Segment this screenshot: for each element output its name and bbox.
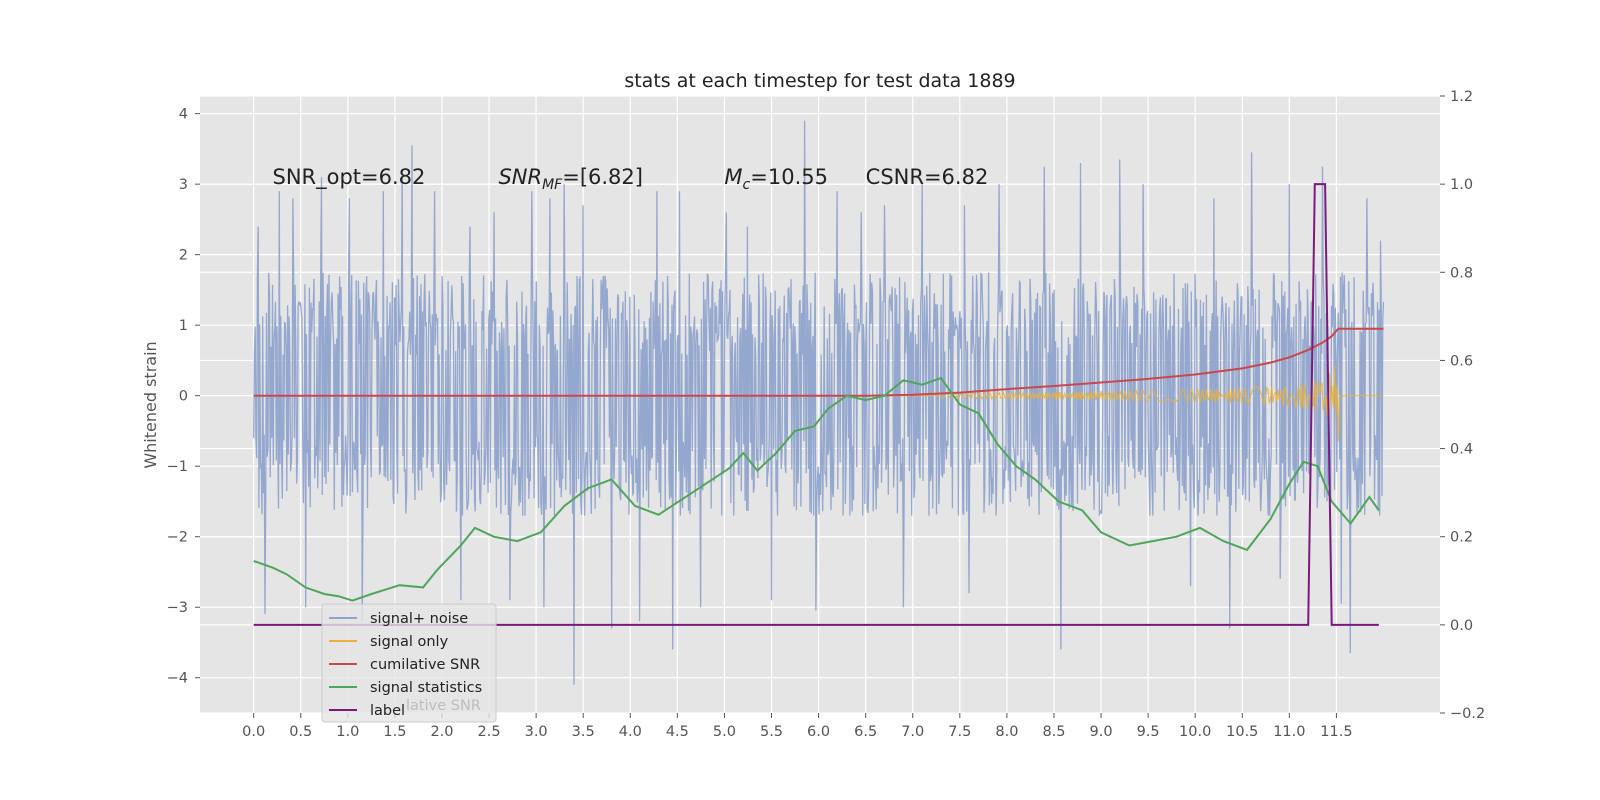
legend-label: signal only: [370, 634, 449, 650]
annotation-snr-mf-rest: =[6.82]: [562, 165, 643, 189]
x-tick-label: 8.5: [1042, 724, 1065, 740]
y-tick-label: −1: [167, 459, 188, 475]
y-tick-label: −3: [167, 600, 188, 616]
x-tick-label: 11.5: [1320, 724, 1352, 740]
y-right-tick-label: −0.2: [1450, 706, 1485, 722]
x-tick-label: 3.0: [525, 724, 548, 740]
annotation-mc-rest: =10.55: [750, 165, 828, 189]
legend-ghost-text: lative SNR: [406, 698, 481, 714]
x-tick-label: 7.5: [948, 724, 971, 740]
x-tick-label: 0.5: [289, 724, 312, 740]
x-tick-label: 0.0: [242, 724, 265, 740]
legend-label: label: [370, 703, 405, 719]
annotation-snr-mf-sub: MF: [542, 177, 563, 193]
annotation-csnr: CSNR=6.82: [866, 165, 989, 189]
y-tick-label: −4: [167, 671, 188, 687]
x-tick-label: 5.5: [760, 724, 783, 740]
x-tick-label: 9.5: [1137, 724, 1160, 740]
x-tick-label: 7.0: [901, 724, 924, 740]
y-tick-label: 0: [179, 389, 188, 405]
annotation-mc: Mc=10.55: [724, 165, 828, 193]
y-tick-label: 1: [179, 318, 188, 334]
x-tick-label: 2.0: [430, 724, 453, 740]
y-right-tick-label: 1.2: [1450, 89, 1473, 105]
data-layer: [253, 120, 1385, 685]
x-tick-label: 1.5: [383, 724, 406, 740]
y-tick-label: 4: [179, 107, 188, 123]
series-signal-noise: [253, 120, 1385, 685]
y-right-tick-label: 0.8: [1450, 265, 1473, 281]
x-tick-label: 5.0: [713, 724, 736, 740]
legend-box: [321, 603, 497, 723]
x-tick-label: 6.0: [807, 724, 830, 740]
y-tick-label: 3: [179, 177, 188, 193]
annotation-mc-sub: c: [743, 177, 751, 193]
annotation-snr-mf-main: SNR: [498, 165, 542, 189]
series-signal-statistics: [253, 376, 1380, 602]
y-right-tick-label: 0.4: [1450, 442, 1473, 458]
y-axis-label: Whitened strain: [141, 341, 160, 468]
annotation-mc-main: M: [724, 165, 742, 189]
y-right-tick-label: 1.0: [1450, 177, 1473, 193]
x-tick-label: 1.0: [336, 724, 359, 740]
chart-title: stats at each timestep for test data 188…: [624, 70, 1015, 92]
x-tick-label: 9.0: [1090, 724, 1113, 740]
y-tick-label: −2: [167, 530, 188, 546]
x-tick-label: 6.5: [854, 724, 877, 740]
x-tick-label: 3.5: [572, 724, 595, 740]
legend-label: signal statistics: [370, 680, 482, 696]
annotations: SNR_opt=6.82 SNRMF=[6.82] Mc=10.55 CSNR=6.8…: [272, 165, 988, 193]
x-tick-label: 2.5: [478, 724, 501, 740]
y-tick-label: 2: [179, 248, 188, 264]
series-cumulative-snr: [253, 327, 1384, 397]
y-right-tick-label: 0.6: [1450, 353, 1473, 369]
x-tick-label: 4.5: [666, 724, 689, 740]
x-tick-label: 10.5: [1226, 724, 1258, 740]
legend-label: cumilative SNR: [370, 657, 480, 673]
annotation-snr-mf: SNRMF=[6.82]: [498, 165, 643, 193]
y-right-tick-label: 0.2: [1450, 530, 1473, 546]
y-right-tick-label: 0.0: [1450, 618, 1473, 634]
annotation-snr-opt: SNR_opt=6.82: [272, 165, 425, 190]
legend: lative SNR signal+ noise signal only cumila…: [321, 603, 497, 723]
x-tick-label: 4.0: [619, 724, 642, 740]
tick-layer: 0.0 0.5 1.0 1.5 2.0 2.5 3.0 3.5 4.0 4.5 5.0 5.5 6.0 6…: [167, 89, 1486, 740]
x-tick-label: 10.0: [1179, 724, 1211, 740]
legend-label: signal+ noise: [370, 611, 468, 627]
x-tick-label: 11.0: [1273, 724, 1305, 740]
x-tick-label: 8.0: [995, 724, 1018, 740]
series-label: [253, 183, 1379, 626]
